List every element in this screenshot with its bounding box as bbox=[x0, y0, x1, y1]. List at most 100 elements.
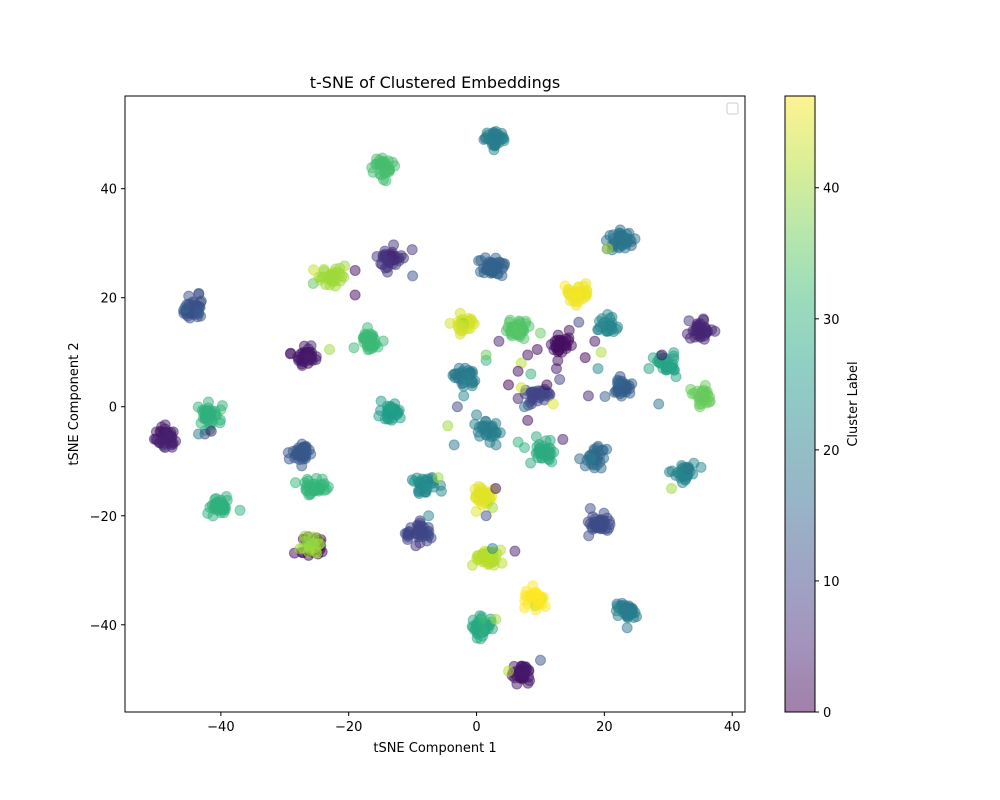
scatter-point bbox=[366, 162, 378, 174]
colorbar-tick-label: 40 bbox=[823, 182, 840, 197]
scatter-point bbox=[181, 299, 193, 311]
scatter-point bbox=[517, 322, 529, 334]
scatter-point bbox=[544, 442, 556, 454]
scatter-point bbox=[589, 335, 601, 347]
scatter-point bbox=[475, 487, 487, 499]
scatter-point bbox=[518, 401, 530, 413]
scatter-point bbox=[402, 534, 414, 546]
scatter-point bbox=[348, 342, 360, 354]
x-tick-label: 0 bbox=[472, 720, 480, 735]
scatter-point bbox=[534, 654, 546, 666]
scatter-point bbox=[574, 453, 586, 465]
scatter-point bbox=[358, 336, 370, 348]
scatter-point bbox=[709, 325, 721, 337]
scatter-point bbox=[525, 592, 537, 604]
scatter-point bbox=[303, 353, 315, 365]
scatter-point bbox=[442, 420, 454, 432]
scatter-point bbox=[490, 482, 502, 494]
colorbar-frame bbox=[784, 95, 816, 713]
scatter-point bbox=[304, 544, 316, 556]
scatter-point bbox=[535, 446, 547, 458]
scatter-point bbox=[381, 255, 393, 267]
scatter-point bbox=[487, 542, 499, 554]
scatter-point bbox=[547, 398, 559, 410]
scatter-point bbox=[599, 391, 611, 403]
scatter-point bbox=[371, 250, 383, 262]
scatter-point bbox=[406, 244, 418, 256]
scatter-point bbox=[503, 665, 515, 677]
y-tick-label: 20 bbox=[100, 292, 117, 307]
scatter-point bbox=[487, 502, 499, 514]
scatter-point bbox=[498, 132, 510, 144]
scatter-point bbox=[518, 442, 530, 454]
scatter-point bbox=[527, 389, 539, 401]
scatter-points bbox=[148, 126, 721, 690]
colorbar-gradient bbox=[785, 96, 815, 712]
scatter-point bbox=[516, 668, 528, 680]
scatter-point bbox=[379, 165, 391, 177]
scatter-point bbox=[490, 439, 502, 451]
scatter-point bbox=[302, 475, 314, 487]
scatter-point bbox=[217, 504, 229, 516]
scatter-point bbox=[602, 308, 614, 320]
scatter-point bbox=[299, 442, 311, 454]
scatter-point bbox=[283, 453, 295, 465]
scatter-point bbox=[629, 606, 641, 618]
scatter-point bbox=[284, 348, 296, 360]
scatter-point bbox=[519, 602, 531, 614]
scatter-point bbox=[612, 375, 624, 387]
scatter-point bbox=[349, 289, 361, 301]
scatter-point bbox=[379, 413, 391, 425]
scatter-point bbox=[554, 336, 566, 348]
scatter-point bbox=[374, 154, 386, 166]
colorbar-tick-label: 20 bbox=[823, 444, 840, 459]
y-tick-label: 0 bbox=[109, 401, 117, 416]
scatter-point bbox=[509, 545, 521, 557]
scatter-point bbox=[665, 482, 677, 494]
scatter-point bbox=[563, 324, 575, 336]
scatter-point bbox=[525, 368, 537, 380]
colorbar: 0 10 20 30 40 Cluster Label bbox=[784, 95, 861, 721]
axes: −40 −20 0 20 40 −40 −20 0 20 40 bbox=[90, 183, 741, 735]
scatter-point bbox=[316, 473, 328, 485]
scatter-point bbox=[202, 402, 214, 414]
scatter-point bbox=[570, 299, 582, 311]
scatter-point bbox=[432, 472, 444, 484]
scatter-point bbox=[595, 346, 607, 358]
scatter-point bbox=[531, 343, 543, 355]
colorbar-tick-label: 30 bbox=[823, 313, 840, 328]
scatter-point bbox=[415, 483, 427, 495]
scatter-point bbox=[522, 349, 534, 361]
scatter-point bbox=[656, 349, 668, 361]
scatter-point bbox=[216, 400, 228, 412]
scatter-point bbox=[525, 457, 537, 469]
scatter-point bbox=[349, 264, 361, 276]
scatter-point bbox=[423, 510, 435, 522]
scatter-point bbox=[480, 422, 492, 434]
scatter-point bbox=[522, 414, 534, 426]
scatter-point bbox=[604, 229, 616, 241]
scatter-point bbox=[451, 401, 463, 413]
scatter-point bbox=[665, 361, 677, 373]
scatter-point bbox=[582, 390, 594, 402]
scatter-point bbox=[193, 306, 205, 318]
scatter-point bbox=[193, 288, 205, 300]
scatter-point bbox=[524, 675, 536, 687]
scatter-point bbox=[515, 382, 527, 394]
scatter-point bbox=[202, 415, 214, 427]
scatter-point bbox=[557, 433, 569, 445]
scatter-point bbox=[689, 325, 701, 337]
x-tick-label: −20 bbox=[335, 720, 362, 735]
scatter-point bbox=[621, 622, 633, 634]
scatter-point bbox=[512, 365, 524, 377]
scatter-point bbox=[490, 263, 502, 275]
scatter-point bbox=[579, 352, 591, 364]
scatter-point bbox=[289, 477, 301, 489]
scatter-point bbox=[534, 327, 546, 339]
scatter-point bbox=[550, 363, 562, 375]
scatter-point bbox=[471, 409, 483, 421]
scatter-point bbox=[339, 260, 351, 272]
chart-title: t-SNE of Clustered Embeddings bbox=[310, 73, 560, 92]
scatter-point bbox=[435, 485, 447, 497]
